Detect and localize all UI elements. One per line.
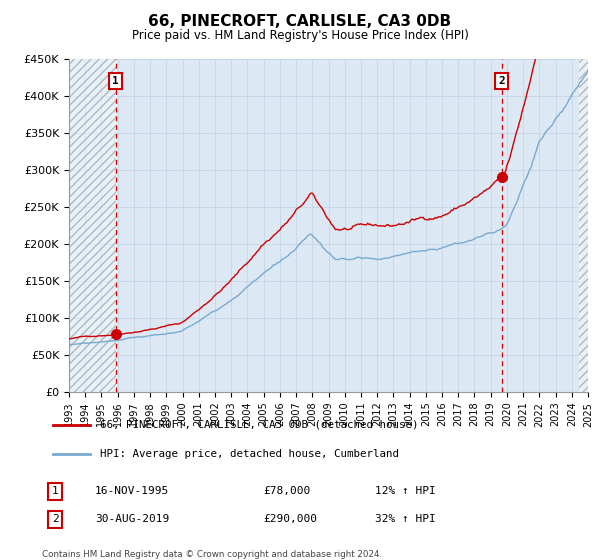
- Text: HPI: Average price, detached house, Cumberland: HPI: Average price, detached house, Cumb…: [100, 449, 399, 459]
- Text: 32% ↑ HPI: 32% ↑ HPI: [374, 515, 436, 524]
- Text: 66, PINECROFT, CARLISLE, CA3 0DB: 66, PINECROFT, CARLISLE, CA3 0DB: [148, 14, 452, 29]
- Text: Price paid vs. HM Land Registry's House Price Index (HPI): Price paid vs. HM Land Registry's House …: [131, 29, 469, 42]
- Text: 2: 2: [498, 76, 505, 86]
- Text: 2: 2: [52, 515, 59, 524]
- Text: 30-AUG-2019: 30-AUG-2019: [95, 515, 169, 524]
- Bar: [69, 59, 116, 392]
- Bar: [578, 59, 588, 392]
- Text: £78,000: £78,000: [264, 487, 311, 496]
- Bar: [69, 59, 116, 392]
- Bar: [578, 59, 588, 392]
- Text: 12% ↑ HPI: 12% ↑ HPI: [374, 487, 436, 496]
- Text: 66, PINECROFT, CARLISLE, CA3 0DB (detached house): 66, PINECROFT, CARLISLE, CA3 0DB (detach…: [100, 420, 419, 430]
- Text: Contains HM Land Registry data © Crown copyright and database right 2024.
This d: Contains HM Land Registry data © Crown c…: [42, 550, 382, 560]
- Text: £290,000: £290,000: [264, 515, 318, 524]
- Text: 16-NOV-1995: 16-NOV-1995: [95, 487, 169, 496]
- Text: 1: 1: [112, 76, 119, 86]
- Text: 1: 1: [52, 487, 59, 496]
